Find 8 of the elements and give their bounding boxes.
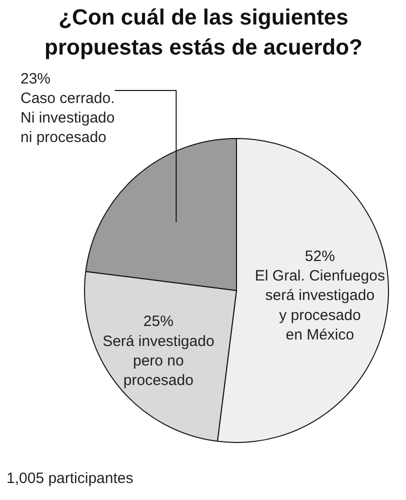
- data-label: 25%: [143, 313, 174, 330]
- data-label: 23%: [20, 70, 51, 88]
- slice-label: Caso cerrado. Ni investigado ni procesado: [20, 90, 115, 146]
- slice-label: Será investigado pero no procesado: [102, 332, 214, 389]
- text: 1,005 participantes: [6, 470, 134, 487]
- chart-title: ¿Con cuál de las siguientes propuestas estás de acuerdo?: [44, 4, 362, 60]
- data-label: 52%: [304, 248, 335, 266]
- slice-label: El Gral. Cienfuegos será investigado y procesado en México: [254, 268, 385, 344]
